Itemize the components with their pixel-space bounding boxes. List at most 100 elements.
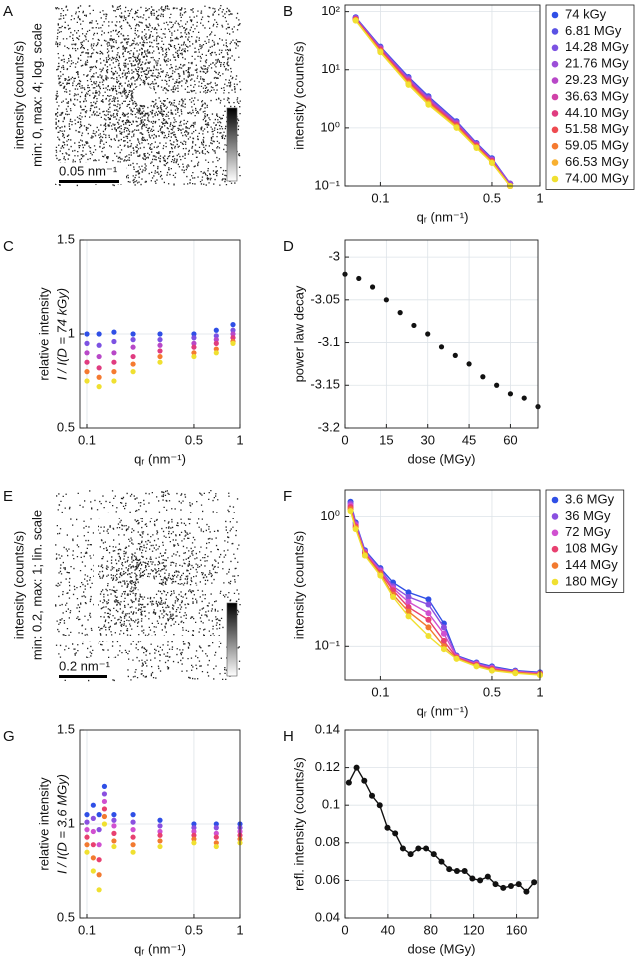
data-point	[96, 827, 102, 833]
data-point	[191, 331, 197, 337]
data-point	[213, 350, 219, 356]
y-axis-label: intensity (counts/s)	[291, 41, 306, 149]
panel-letter: C	[3, 238, 14, 255]
data-point	[96, 812, 102, 818]
data-point	[84, 359, 90, 365]
data-point	[405, 608, 412, 615]
data-point	[191, 832, 197, 838]
y-tick-label: 1	[68, 815, 75, 830]
y-axis-label: intensity (counts/s)	[11, 41, 26, 149]
y-tick-label: 0.5	[57, 909, 75, 924]
beamstop-arm	[143, 93, 240, 97]
data-point	[157, 331, 163, 337]
x-tick-label: 0	[341, 432, 348, 447]
data-point	[531, 879, 538, 886]
data-point	[473, 145, 480, 152]
data-point	[469, 875, 476, 882]
data-point	[130, 849, 136, 855]
x-tick-label: 160	[506, 922, 528, 937]
y-tick-label: 0.04	[315, 909, 340, 924]
series-line	[348, 766, 535, 893]
legend-marker	[551, 93, 559, 101]
legend-marker	[551, 545, 559, 553]
legend-label: 144 MGy	[565, 557, 618, 572]
data-point	[213, 337, 219, 343]
data-point	[405, 598, 412, 605]
legend-marker	[551, 496, 559, 504]
x-tick-label: 1	[236, 432, 243, 447]
data-point	[111, 817, 117, 823]
plot-frame	[344, 729, 539, 919]
legend-marker	[551, 77, 559, 84]
legend-label: 66.53 MGy	[565, 154, 629, 169]
y-tick-label: -3	[328, 249, 340, 264]
data-point	[157, 353, 163, 360]
y-tick-label: 10¹	[321, 61, 340, 76]
data-point	[157, 838, 163, 844]
scale-bar-label: 0.2 nm⁻¹	[59, 658, 111, 673]
data-point	[515, 881, 522, 888]
y-tick-label: -3.2	[318, 419, 340, 434]
data-point	[130, 337, 136, 343]
x-tick-label: 0.1	[371, 684, 389, 699]
data-point	[484, 873, 491, 880]
y-axis-label: min: 0, max: 4; log. scale	[29, 23, 44, 167]
data-point	[213, 834, 219, 840]
data-point	[452, 352, 458, 358]
data-point	[101, 791, 108, 797]
data-point	[96, 384, 102, 390]
y-tick-label: -3.1	[318, 334, 340, 349]
scale-bar	[59, 675, 107, 678]
data-point	[480, 374, 486, 380]
detector-gap	[94, 518, 98, 680]
data-point	[507, 883, 514, 890]
legend-label: 36 MGy	[565, 508, 611, 523]
data-point	[130, 819, 136, 825]
data-point	[446, 866, 453, 873]
data-point	[397, 310, 403, 316]
data-point	[191, 836, 197, 842]
data-point	[90, 842, 96, 848]
data-point	[230, 331, 236, 337]
legend-marker	[551, 142, 559, 150]
data-point	[191, 821, 197, 827]
legend-marker	[551, 513, 559, 520]
data-point	[512, 670, 519, 677]
data-point	[425, 616, 432, 623]
data-point	[96, 331, 102, 337]
panel-letter: E	[3, 488, 13, 505]
data-point	[369, 792, 376, 799]
data-point	[101, 783, 108, 790]
data-point	[423, 845, 430, 852]
legend-marker	[551, 11, 559, 19]
data-point	[101, 821, 108, 827]
plot-frame	[344, 239, 539, 429]
data-point	[84, 849, 90, 855]
data-point	[96, 857, 102, 863]
data-point	[191, 344, 197, 350]
data-point	[101, 806, 108, 812]
x-axis-label: qᵣ (nm⁻¹)	[134, 451, 186, 466]
x-tick-label: 0.1	[78, 922, 96, 937]
data-point	[213, 333, 219, 339]
x-tick-label: 0.5	[483, 684, 501, 699]
data-point	[157, 359, 163, 365]
data-point	[500, 884, 507, 891]
legend-label: 74.00 MGy	[565, 170, 629, 185]
data-point	[213, 843, 219, 850]
y-tick-label: 10²	[321, 3, 340, 18]
data-point	[111, 812, 117, 818]
data-point	[466, 361, 472, 367]
x-tick-label: 1	[536, 684, 543, 699]
data-point	[383, 297, 389, 303]
legend-marker	[551, 562, 559, 569]
y-axis-label: intensity (counts/s)	[291, 531, 306, 639]
legend-label: 21.76 MGy	[565, 56, 629, 71]
data-point	[191, 828, 197, 835]
data-point	[101, 813, 108, 820]
x-tick-label: 80	[424, 922, 438, 937]
scale-bar-box	[56, 658, 126, 679]
panel-letter: G	[3, 728, 15, 745]
